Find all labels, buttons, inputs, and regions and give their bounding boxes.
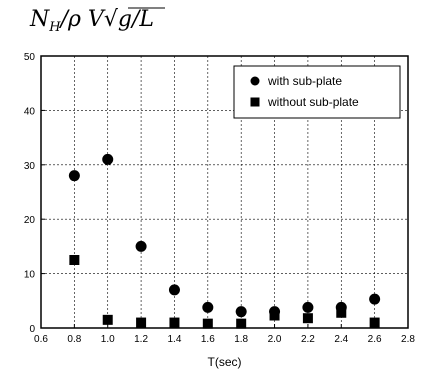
point-with-sub-plate bbox=[102, 153, 114, 165]
x-tick-label: 1.4 bbox=[168, 334, 182, 345]
x-tick-label: 1.6 bbox=[201, 334, 215, 345]
point-with-sub-plate bbox=[202, 301, 214, 313]
legend: with sub-plate without sub-plate bbox=[233, 65, 401, 119]
plot-area bbox=[40, 55, 409, 329]
x-tick-label: 2.6 bbox=[368, 334, 382, 345]
y-axis-formula-label: NH/ρ V√g/L bbox=[29, 7, 154, 35]
x-tick-label: 1.0 bbox=[101, 334, 115, 345]
x-tick-label: 2.4 bbox=[334, 334, 348, 345]
point-with-sub-plate bbox=[68, 170, 80, 182]
point-without-sub-plate bbox=[369, 317, 380, 328]
point-without-sub-plate bbox=[302, 313, 313, 324]
y-axis-ticks: 0 10 20 30 40 50 bbox=[24, 52, 45, 335]
point-with-sub-plate bbox=[235, 306, 247, 318]
x-axis-ticks: 0.6 0.8 1.0 1.2 1.4 1.6 1.8 2.0 2.2 2.4 2.6 2.8 bbox=[34, 324, 415, 345]
legend-circle-marker bbox=[250, 76, 260, 86]
point-without-sub-plate bbox=[336, 307, 347, 318]
point-without-sub-plate bbox=[236, 318, 247, 329]
point-with-sub-plate bbox=[168, 284, 180, 296]
point-with-sub-plate bbox=[369, 293, 381, 305]
point-without-sub-plate bbox=[202, 318, 213, 329]
x-tick-label: 2.0 bbox=[268, 334, 282, 345]
legend-label-with-sub-plate: with sub-plate bbox=[267, 74, 342, 88]
y-tick-label: 10 bbox=[24, 270, 36, 281]
legend-label-without-sub-plate: without sub-plate bbox=[267, 95, 359, 109]
point-with-sub-plate bbox=[302, 301, 314, 313]
point-without-sub-plate bbox=[69, 255, 80, 265]
y-tick-label: 30 bbox=[24, 161, 36, 172]
x-tick-label: 0.6 bbox=[34, 334, 48, 345]
x-tick-label: 2.2 bbox=[301, 334, 315, 345]
point-without-sub-plate bbox=[136, 317, 147, 328]
y-tick-label: 40 bbox=[24, 106, 36, 117]
y-tick-label: 0 bbox=[29, 324, 35, 335]
point-without-sub-plate bbox=[169, 317, 180, 328]
x-axis-label: T(sec) bbox=[208, 355, 242, 369]
legend-box bbox=[233, 65, 401, 119]
x-tick-label: 1.8 bbox=[234, 334, 248, 345]
point-without-sub-plate bbox=[269, 310, 280, 321]
x-tick-label: 2.8 bbox=[401, 334, 415, 345]
data-markers bbox=[68, 153, 381, 329]
x-tick-label: 0.8 bbox=[67, 334, 81, 345]
point-with-sub-plate bbox=[135, 240, 147, 252]
x-tick-label: 1.2 bbox=[134, 334, 148, 345]
point-without-sub-plate bbox=[102, 314, 113, 325]
legend-square-marker bbox=[250, 97, 260, 107]
y-tick-label: 50 bbox=[24, 52, 36, 63]
y-tick-label: 20 bbox=[24, 215, 36, 226]
